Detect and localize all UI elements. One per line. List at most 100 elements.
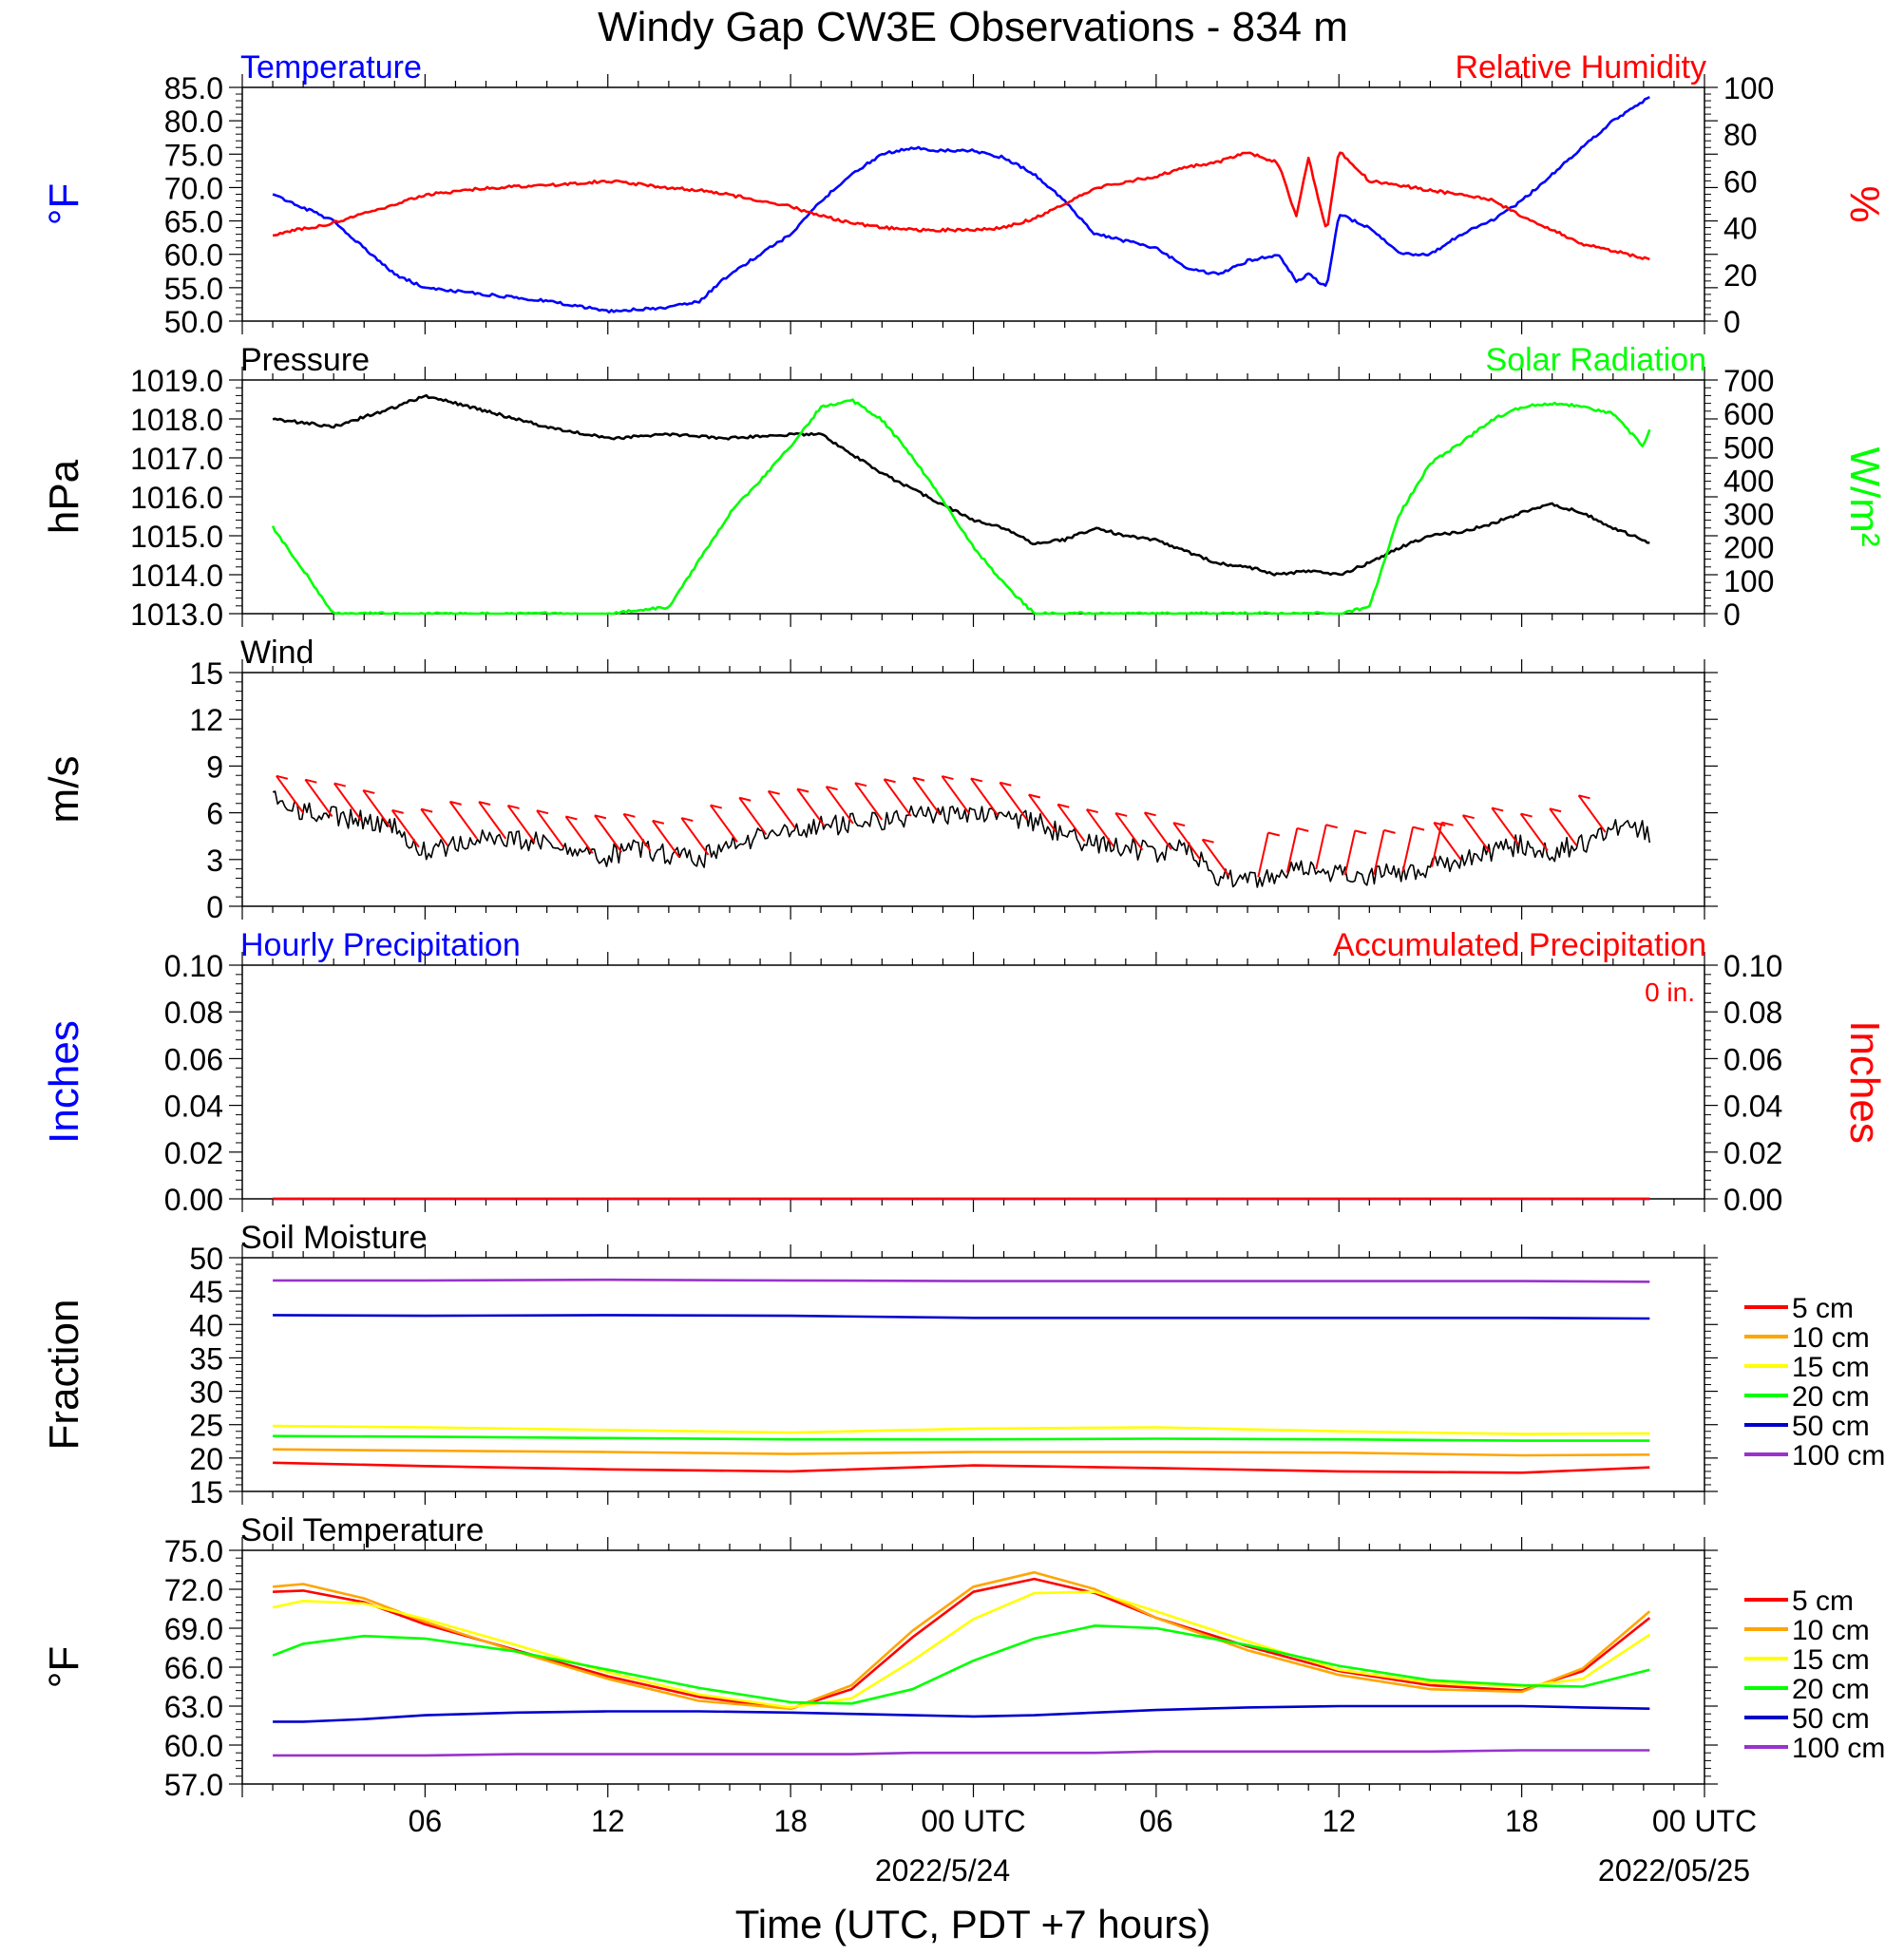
wind-barb-flag: [884, 778, 896, 784]
y-tick-label-right: 200: [1723, 531, 1774, 565]
wind-barb: [912, 777, 942, 815]
y-tick-label-right: 20: [1723, 258, 1758, 293]
wind-barb: [1285, 827, 1299, 873]
wind-barb-flag: [305, 778, 317, 784]
y-tick-label-left: 1017.0: [130, 442, 223, 476]
y-tick-label-left: 0.00: [164, 1183, 223, 1217]
series-line-100-cm: [273, 1749, 1650, 1757]
x-tick-label: 12: [591, 1804, 625, 1838]
wind-barb-flag: [738, 796, 752, 802]
legend-label: 5 cm: [1792, 1293, 1854, 1324]
wind-barb-flag: [565, 815, 578, 821]
y-tick-label-right: 100: [1723, 71, 1774, 105]
series-line-10-cm: [273, 1448, 1650, 1457]
y-tick-label-left: 66.0: [164, 1651, 223, 1685]
series-line-relative-humidity: [272, 151, 1650, 261]
y-tick-label-left: 0.08: [164, 996, 223, 1030]
wind-barb-flag: [1520, 812, 1533, 818]
series-line-solar-radiation: [271, 398, 1651, 616]
y-axis-title-left: hPa: [41, 459, 87, 534]
panel-label-left: Pressure: [240, 342, 370, 378]
y-tick-label-right: 300: [1723, 498, 1774, 532]
wind-barb: [796, 788, 826, 826]
legend-label: 10 cm: [1792, 1615, 1870, 1646]
wind-barb-flag: [276, 774, 289, 780]
y-tick-label-left: 1018.0: [130, 403, 223, 437]
y-tick-label-right: 0.04: [1723, 1090, 1782, 1124]
wind-barb-flag: [391, 808, 404, 814]
y-axis-title-right: Inches: [1841, 1020, 1888, 1144]
x-tick-label: 00 UTC: [1652, 1804, 1757, 1838]
plot-frame: [241, 86, 1705, 322]
wind-barb-flag: [1383, 828, 1396, 834]
panel-label-right: Accumulated Precipitation: [1333, 927, 1706, 963]
wind-barb-flag: [1172, 822, 1186, 827]
wind-barb: [999, 782, 1028, 821]
panel-4: 0.00 0.02 0.04 0.06 0.08 0.10 0.00 0.02 0.04 0.06…: [41, 927, 1888, 1217]
wind-barb: [680, 817, 710, 856]
wind-barb: [1201, 839, 1230, 878]
wind-barb-flag: [449, 800, 462, 806]
y-tick-label-right: 700: [1723, 364, 1774, 398]
wind-barb-flag: [1202, 838, 1214, 844]
y-tick-label-left: 15: [189, 1475, 223, 1509]
wind-barb: [1461, 814, 1491, 853]
y-tick-label-left: 30: [189, 1376, 223, 1410]
y-tick-label-right: 80: [1723, 118, 1758, 152]
legend-label: 15 cm: [1792, 1352, 1870, 1383]
panel-label-right: Solar Radiation: [1486, 342, 1706, 378]
wind-barb-flag: [333, 782, 347, 788]
wind-barb-flag: [623, 812, 636, 818]
series-line-20-cm: [272, 1624, 1650, 1705]
wind-barb-flag: [681, 817, 694, 823]
wind-barb-flag: [594, 814, 607, 820]
y-tick-label-left: 9: [206, 750, 223, 784]
y-tick-label-right: 60: [1723, 164, 1758, 199]
wind-barb-flag: [1354, 829, 1367, 835]
wind-barb: [362, 789, 391, 828]
plot-frame: [241, 1257, 1705, 1492]
wind-barb: [1057, 804, 1086, 843]
plot-frame: [241, 964, 1705, 1200]
x-tick-label: 12: [1322, 1804, 1356, 1838]
x-tick-label: 06: [1139, 1804, 1173, 1838]
wind-barb-flag: [1434, 822, 1446, 826]
y-axis-title-left: °F: [41, 183, 87, 225]
wind-barb: [276, 775, 304, 814]
wind-barb-flag: [420, 807, 433, 813]
wind-barb: [1028, 793, 1057, 832]
wind-barb-flag: [363, 788, 375, 794]
series-line-temperature: [272, 95, 1650, 314]
wind-barb: [594, 814, 622, 853]
wind-barb: [420, 808, 449, 847]
series-line-50-cm: [273, 1314, 1650, 1320]
wind-barb: [1143, 811, 1172, 850]
wind-barb: [1085, 808, 1114, 847]
y-tick-label-right: 0.00: [1723, 1183, 1782, 1217]
wind-barb-flag: [854, 782, 867, 788]
legend-label: 100 cm: [1792, 1440, 1885, 1471]
wind-barb: [1401, 826, 1415, 872]
wind-barb: [1491, 807, 1520, 845]
y-tick-label-left: 0.04: [164, 1090, 223, 1124]
wind-barb-flag: [507, 804, 520, 809]
panel-label-right: Relative Humidity: [1455, 49, 1706, 85]
y-axis-title-left: m/s: [41, 756, 87, 824]
series-line-5-cm: [273, 1577, 1651, 1710]
panel-label-left: Temperature: [240, 49, 422, 85]
wind-barb: [333, 782, 362, 821]
x-date-1: 2022/5/24: [875, 1853, 1010, 1888]
y-tick-label-left: 6: [206, 797, 223, 831]
legend-label: 50 cm: [1792, 1703, 1870, 1735]
wind-barb-flag: [1491, 807, 1504, 812]
y-axis-title-right: %: [1841, 185, 1888, 222]
wind-barb-flag: [1028, 793, 1041, 799]
y-tick-label-right: 0.10: [1723, 949, 1782, 983]
series-line-50-cm: [273, 1704, 1650, 1723]
y-tick-label-left: 69.0: [164, 1612, 223, 1646]
x-tick-label: 06: [409, 1804, 443, 1838]
wind-barb: [1315, 824, 1327, 870]
series-line-15-cm: [272, 1590, 1651, 1709]
x-tick-label: 00 UTC: [921, 1804, 1025, 1838]
